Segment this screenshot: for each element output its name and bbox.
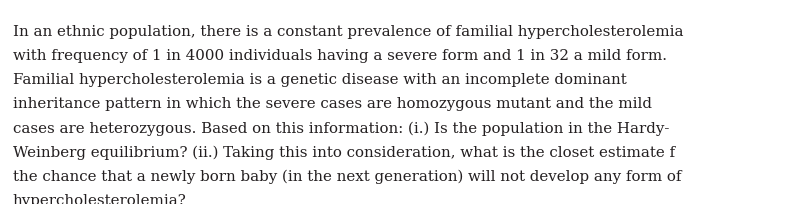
Text: cases are heterozygous. Based on this information: (i.) Is the population in the: cases are heterozygous. Based on this in… xyxy=(13,121,669,135)
Text: with frequency of 1 in 4000 individuals having a severe form and 1 in 32 a mild : with frequency of 1 in 4000 individuals … xyxy=(13,49,667,62)
Text: Weinberg equilibrium? (ii.) Taking this into consideration, what is the closet e: Weinberg equilibrium? (ii.) Taking this … xyxy=(13,145,675,159)
Text: inheritance pattern in which the severe cases are homozygous mutant and the mild: inheritance pattern in which the severe … xyxy=(13,97,652,111)
Text: the chance that a newly born baby (in the next generation) will not develop any : the chance that a newly born baby (in th… xyxy=(13,169,681,183)
Text: hypercholesterolemia?: hypercholesterolemia? xyxy=(13,193,186,204)
Text: Familial hypercholesterolemia is a genetic disease with an incomplete dominant: Familial hypercholesterolemia is a genet… xyxy=(13,73,626,86)
Text: In an ethnic population, there is a constant prevalence of familial hypercholest: In an ethnic population, there is a cons… xyxy=(13,24,683,38)
